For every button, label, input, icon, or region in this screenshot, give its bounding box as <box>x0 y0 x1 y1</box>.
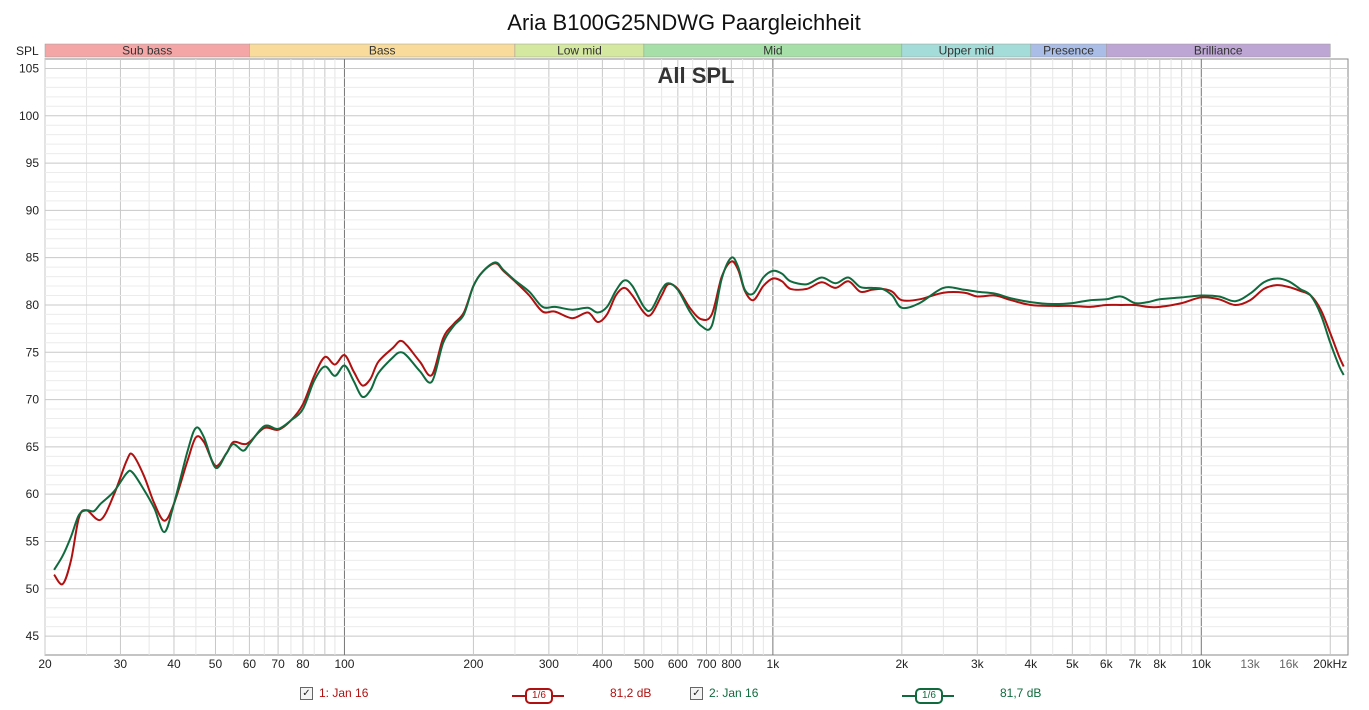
x-tick-label: 8k <box>1153 657 1167 671</box>
series-2-level: 81,7 dB <box>1000 686 1042 700</box>
x-tick-label: 400 <box>592 657 612 671</box>
x-tick-label: 13k <box>1240 657 1260 671</box>
y-tick-label: 85 <box>26 251 40 265</box>
x-tick-label: 10k <box>1192 657 1212 671</box>
x-tick-label: 700 <box>696 657 716 671</box>
x-tick-label: 6k <box>1100 657 1114 671</box>
y-tick-label: 80 <box>26 298 40 312</box>
series-1-label: 1: Jan 16 <box>319 686 369 700</box>
band-label: Bass <box>369 44 396 58</box>
legend-item-2[interactable]: ✓ 2: Jan 16 <box>690 686 758 700</box>
series-2-smoothing-label: 1/6 <box>915 688 943 704</box>
frequency-bands: Sub bass Bass Low mid Mid Upper mid Presence B… <box>44 43 1331 58</box>
x-tick-label: 30 <box>114 657 128 671</box>
y-tick-label: 65 <box>26 440 40 454</box>
x-tick-label: 100 <box>334 657 354 671</box>
legend-item-1[interactable]: ✓ 1: Jan 16 <box>300 686 368 700</box>
y-tick-label: 60 <box>26 487 40 501</box>
x-tick-label: 2k <box>896 657 910 671</box>
y-tick-label: 100 <box>19 109 39 123</box>
y-tick-label: 105 <box>19 61 39 75</box>
x-tick-label: 70 <box>271 657 285 671</box>
y-tick-label: 75 <box>26 345 40 359</box>
chart-title: Aria B100G25NDWG Paargleichheit <box>507 10 860 35</box>
x-tick-label: 600 <box>668 657 688 671</box>
x-tick-label: 4k <box>1024 657 1038 671</box>
series-2-label: 2: Jan 16 <box>709 686 759 700</box>
band-label: Presence <box>1043 44 1094 58</box>
y-tick-label: 55 <box>26 534 40 548</box>
band-label: Upper mid <box>939 44 994 58</box>
band-label: Sub bass <box>122 44 172 58</box>
y-tick-label: 90 <box>26 203 40 217</box>
x-tick-label: 20kHz <box>1313 657 1347 671</box>
x-tick-label: 200 <box>463 657 483 671</box>
y-tick-label: 70 <box>26 393 40 407</box>
x-tick-label: 16k <box>1279 657 1299 671</box>
band-label: Brilliance <box>1194 44 1243 58</box>
plot-overlay-title: All SPL <box>657 63 734 88</box>
band-label: Mid <box>763 44 782 58</box>
x-tick-label: 80 <box>296 657 310 671</box>
y-tick-label: 45 <box>26 629 40 643</box>
band-brilliance <box>1106 43 1331 58</box>
y-axis-label: SPL <box>16 44 39 58</box>
series-2-checkbox[interactable]: ✓ <box>690 686 703 700</box>
x-tick-label: 40 <box>167 657 181 671</box>
x-tick-label: 500 <box>634 657 654 671</box>
x-tick-label: 1k <box>767 657 781 671</box>
band-label: Low mid <box>557 44 602 58</box>
series-1-line <box>53 260 1345 586</box>
x-tick-label: 60 <box>243 657 257 671</box>
series-1-checkbox[interactable]: ✓ <box>300 686 313 700</box>
series-1-smoothing-button[interactable]: 1/6 <box>512 688 564 704</box>
series-1-smoothing-label: 1/6 <box>525 688 553 704</box>
y-tick-label: 50 <box>26 582 40 596</box>
x-tick-label: 50 <box>209 657 223 671</box>
x-tick-label: 800 <box>721 657 741 671</box>
plot-area <box>44 58 1349 656</box>
x-tick-label: 5k <box>1066 657 1080 671</box>
series-1-level: 81,2 dB <box>610 686 652 700</box>
series-2-line <box>53 256 1345 571</box>
y-tick-labels: 45 50 55 60 65 70 75 80 85 90 95 100 105 <box>19 61 39 643</box>
grid <box>44 59 1348 655</box>
x-tick-label: 20 <box>38 657 52 671</box>
y-tick-label: 95 <box>26 156 40 170</box>
x-tick-labels: 20 30 40 50 60 70 80 100 200 300 400 500 600 700 800 1k… <box>38 657 1347 671</box>
series-2-smoothing-button[interactable]: 1/6 <box>902 688 954 704</box>
x-tick-label: 300 <box>539 657 559 671</box>
x-tick-label: 7k <box>1129 657 1143 671</box>
series-lines <box>53 256 1345 586</box>
x-tick-label: 3k <box>971 657 985 671</box>
